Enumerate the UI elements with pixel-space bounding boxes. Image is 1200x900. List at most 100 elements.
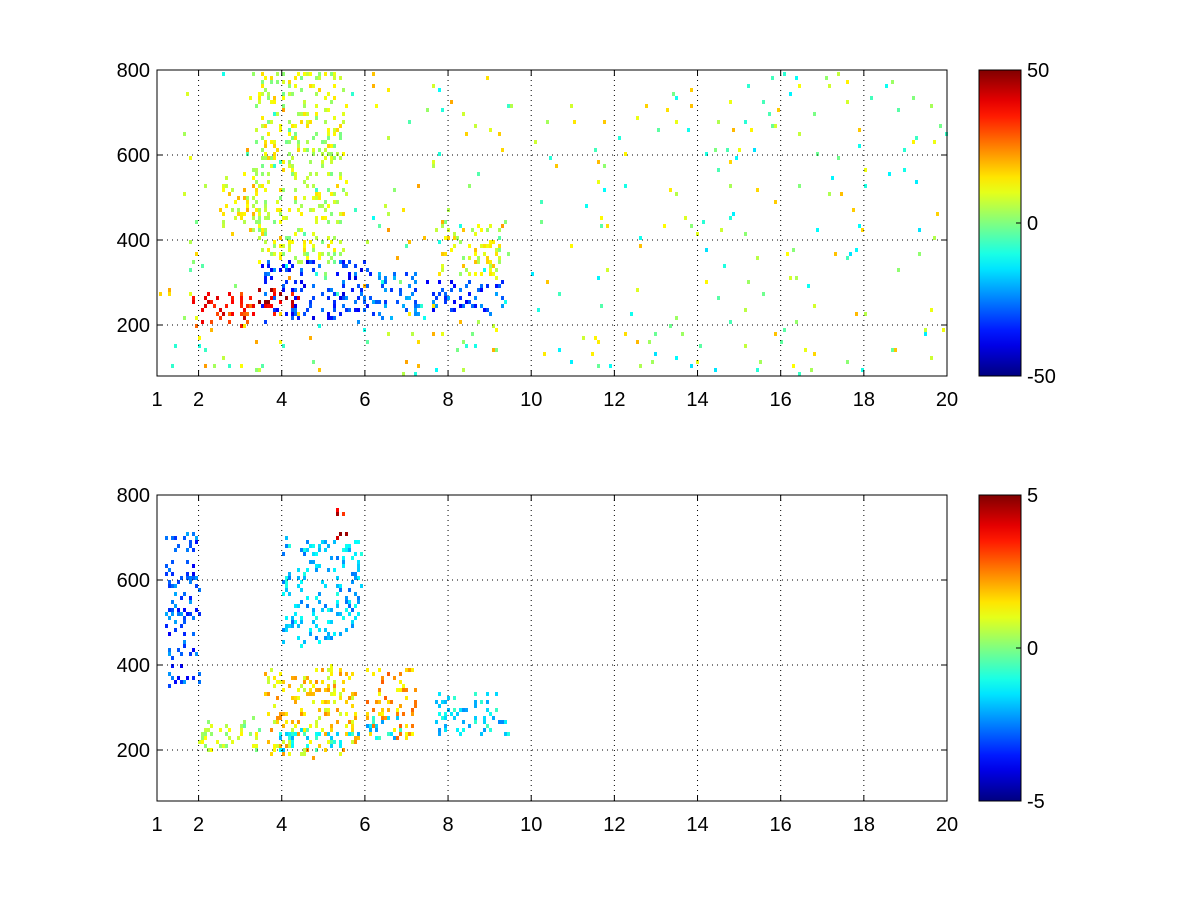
heatmap-cell: [339, 136, 342, 140]
heatmap-cell: [264, 232, 267, 236]
heatmap-cell: [300, 712, 303, 716]
heatmap-cell: [303, 148, 306, 152]
heatmap-cell: [216, 296, 219, 300]
heatmap-cell: [330, 316, 333, 320]
heatmap-cell: [396, 716, 399, 720]
heatmap-cell: [204, 348, 207, 352]
heatmap-cell: [372, 724, 375, 728]
heatmap-cell: [327, 144, 330, 148]
heatmap-cell: [462, 340, 465, 344]
heatmap-cell: [264, 292, 267, 296]
heatmap-cell: [315, 732, 318, 736]
heatmap-cell: [255, 128, 258, 132]
heatmap-cell: [366, 716, 369, 720]
heatmap-cell: [279, 188, 282, 192]
heatmap-cell: [408, 240, 411, 244]
heatmap-cell: [327, 236, 330, 240]
heatmap-cell: [288, 244, 291, 248]
heatmap-cell: [291, 124, 294, 128]
heatmap-cell: [483, 720, 486, 724]
heatmap-cell: [282, 160, 285, 164]
heatmap-cell: [534, 140, 537, 144]
heatmap-cell: [717, 168, 720, 172]
heatmap-cell: [243, 324, 246, 328]
heatmap-cell: [273, 220, 276, 224]
heatmap-cell: [297, 732, 300, 736]
heatmap-cell: [387, 136, 390, 140]
heatmap-cell: [183, 620, 186, 624]
heatmap-cell: [459, 288, 462, 292]
heatmap-cell: [300, 228, 303, 232]
heatmap-cell: [696, 232, 699, 236]
heatmap-cell: [186, 560, 189, 564]
heatmap-cell: [345, 596, 348, 600]
heatmap-cell: [300, 684, 303, 688]
heatmap-cell: [165, 536, 168, 540]
heatmap-cell: [291, 616, 294, 620]
heatmap-cell: [402, 684, 405, 688]
heatmap-cell: [624, 152, 627, 156]
heatmap-cell: [174, 344, 177, 348]
heatmap-cell: [432, 304, 435, 308]
heatmap-cell: [291, 312, 294, 316]
heatmap-cell: [456, 348, 459, 352]
heatmap-cell: [435, 720, 438, 724]
heatmap-cell: [276, 208, 279, 212]
heatmap-cell: [393, 188, 396, 192]
heatmap-cell: [315, 680, 318, 684]
heatmap-cell: [300, 600, 303, 604]
heatmap-cell: [246, 312, 249, 316]
heatmap-cell: [441, 264, 444, 268]
heatmap-cell: [483, 308, 486, 312]
heatmap-cell: [432, 308, 435, 312]
heatmap-cell: [330, 556, 333, 560]
x-tick-label: 20: [936, 814, 958, 836]
heatmap-cell: [222, 72, 225, 76]
heatmap-cell: [318, 564, 321, 568]
heatmap-cell: [333, 304, 336, 308]
heatmap-cell: [333, 568, 336, 572]
heatmap-cell: [348, 272, 351, 276]
heatmap-cell: [237, 196, 240, 200]
colorbar-gradient: [978, 494, 1022, 802]
heatmap-cell: [327, 296, 330, 300]
heatmap-cell: [345, 180, 348, 184]
heatmap-cell: [327, 244, 330, 248]
heatmap-cell: [345, 192, 348, 196]
heatmap-cell: [174, 536, 177, 540]
heatmap-cell: [312, 608, 315, 612]
heatmap-cell: [270, 752, 273, 756]
heatmap-cell: [486, 708, 489, 712]
heatmap-cell: [315, 624, 318, 628]
heatmap-cell: [459, 240, 462, 244]
heatmap-cell: [783, 72, 786, 76]
heatmap-cell: [411, 724, 414, 728]
y-tick-label: 800: [117, 485, 150, 507]
heatmap-cell: [261, 116, 264, 120]
heatmap-cell: [267, 156, 270, 160]
heatmap-cell: [354, 264, 357, 268]
heatmap-cell: [729, 100, 732, 104]
heatmap-cell: [339, 156, 342, 160]
heatmap-cell: [333, 540, 336, 544]
heatmap-cell: [465, 268, 468, 272]
heatmap-cell: [168, 608, 171, 612]
heatmap-cell: [282, 252, 285, 256]
colorbar-tick-label: 50: [1027, 60, 1049, 82]
heatmap-cell: [186, 612, 189, 616]
heatmap-cell: [345, 700, 348, 704]
heatmap-cell: [168, 288, 171, 292]
heatmap-cell: [477, 288, 480, 292]
heatmap-cell: [348, 604, 351, 608]
heatmap-cell: [273, 744, 276, 748]
heatmap-cell: [414, 280, 417, 284]
heatmap-cell: [312, 84, 315, 88]
heatmap-cell: [465, 300, 468, 304]
heatmap-cell: [336, 220, 339, 224]
heatmap-cell: [324, 72, 327, 76]
heatmap-cell: [321, 140, 324, 144]
heatmap-cell: [285, 616, 288, 620]
heatmap-cell: [279, 312, 282, 316]
heatmap-cell: [300, 616, 303, 620]
